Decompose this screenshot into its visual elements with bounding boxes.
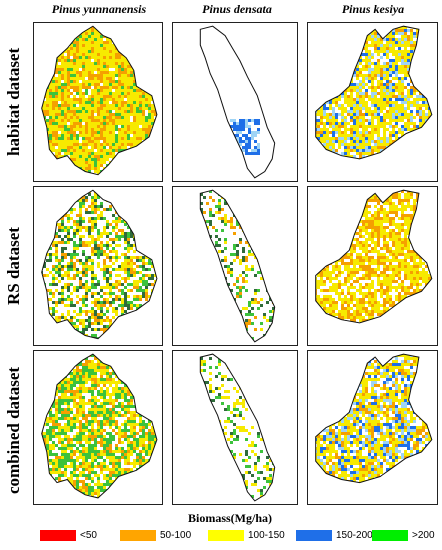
biomass-raster xyxy=(41,354,157,498)
region-boundary xyxy=(199,25,276,179)
legend-item-50-100: 50-100 xyxy=(120,528,191,542)
region-boundary xyxy=(199,353,276,502)
row-title-habitat-dataset: habitat dataset xyxy=(4,47,23,157)
legend-swatch-lt50 xyxy=(40,529,76,541)
map-graphic xyxy=(315,353,433,484)
map-panel-rs-yunnanensis xyxy=(33,186,163,346)
map-panel-combined-densata xyxy=(172,350,298,505)
legend-title: Biomass(Mg/ha) xyxy=(188,511,272,525)
legend-item-150-200: 150-200 xyxy=(296,528,373,542)
legend-swatch-gt200 xyxy=(372,529,408,541)
biomass-raster xyxy=(200,190,275,342)
column-title-pinus-densata: Pinus densata xyxy=(202,2,272,16)
map-graphic xyxy=(41,353,158,499)
column-title-pinus-yunnanensis: Pinus yunnanensis xyxy=(51,2,147,16)
legend-item-gt200: >200 xyxy=(372,528,435,542)
map-graphic xyxy=(199,25,276,179)
legend-swatch-50-100 xyxy=(120,529,156,541)
legend-item-lt50: <50 xyxy=(40,528,97,542)
map-graphic xyxy=(199,189,276,343)
map-graphic xyxy=(199,353,276,502)
biomass-raster xyxy=(315,190,432,323)
legend-label-lt50: <50 xyxy=(80,529,97,541)
biomass-raster xyxy=(315,354,432,483)
legend-label-100-150: 100-150 xyxy=(248,529,285,541)
region-boundary xyxy=(315,189,433,324)
biomass-raster xyxy=(41,26,157,175)
map-graphic xyxy=(41,25,158,176)
row-title-combined-dataset: combined dataset xyxy=(4,366,23,494)
map-graphic xyxy=(41,189,158,340)
legend-swatch-100-150 xyxy=(208,529,244,541)
row-title-rs-dataset: RS dataset xyxy=(4,227,23,305)
legend-item-100-150: 100-150 xyxy=(208,528,285,542)
column-title-pinus-kesiya: Pinus kesiya xyxy=(341,2,405,16)
region-boundary xyxy=(315,353,433,484)
map-graphic xyxy=(315,189,433,324)
legend-swatch-150-200 xyxy=(296,529,332,541)
map-panel-combined-yunnanensis xyxy=(33,350,163,505)
region-boundary xyxy=(199,189,276,343)
legend-label-150-200: 150-200 xyxy=(336,529,373,541)
map-panel-habitat-yunnanensis xyxy=(33,22,163,182)
map-panel-habitat-kesiya xyxy=(307,22,438,182)
biomass-raster xyxy=(230,119,260,155)
biomass-raster xyxy=(41,190,157,339)
region-boundary xyxy=(315,25,433,160)
map-panel-habitat-densata xyxy=(172,22,298,182)
map-panel-rs-densata xyxy=(172,186,298,346)
biomass-raster xyxy=(315,26,432,159)
legend-label-gt200: >200 xyxy=(412,529,435,541)
map-panel-rs-kesiya xyxy=(307,186,438,346)
region-boundary xyxy=(41,25,158,176)
map-panel-combined-kesiya xyxy=(307,350,438,505)
biomass-raster xyxy=(200,354,275,501)
region-boundary xyxy=(41,189,158,340)
legend-label-50-100: 50-100 xyxy=(160,529,192,541)
region-boundary xyxy=(41,353,158,499)
map-graphic xyxy=(315,25,433,160)
